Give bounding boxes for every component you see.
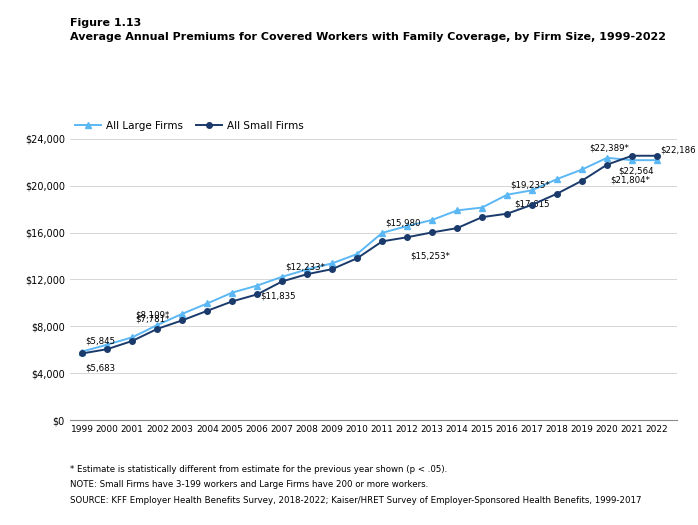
Text: $5,845: $5,845	[85, 337, 115, 346]
All Small Firms	[203, 308, 211, 314]
All Small Firms	[528, 202, 536, 208]
Text: $11,835: $11,835	[260, 292, 296, 301]
All Large Firms	[378, 230, 387, 236]
Legend: All Large Firms, All Small Firms: All Large Firms, All Small Firms	[75, 121, 304, 131]
Text: SOURCE: KFF Employer Health Benefits Survey, 2018-2022; Kaiser/HRET Survey of Em: SOURCE: KFF Employer Health Benefits Sur…	[70, 496, 641, 505]
All Small Firms	[503, 211, 512, 217]
Text: $22,564: $22,564	[618, 166, 654, 175]
All Large Firms	[153, 322, 161, 328]
All Large Firms	[628, 157, 637, 163]
All Small Firms	[353, 255, 362, 261]
All Small Firms	[253, 291, 262, 298]
All Large Firms	[203, 300, 211, 307]
Text: * Estimate is statistically different from estimate for the previous year shown : * Estimate is statistically different fr…	[70, 465, 447, 474]
Text: $12,233*: $12,233*	[285, 262, 325, 271]
All Small Firms	[228, 298, 237, 304]
All Small Firms	[178, 317, 186, 323]
All Large Firms	[428, 217, 436, 223]
All Large Firms	[453, 207, 461, 214]
All Small Firms	[103, 346, 112, 352]
All Small Firms	[328, 266, 336, 272]
Text: $19,235*: $19,235*	[510, 180, 549, 189]
All Small Firms	[478, 214, 487, 220]
Text: NOTE: Small Firms have 3-199 workers and Large Firms have 200 or more workers.: NOTE: Small Firms have 3-199 workers and…	[70, 480, 428, 489]
All Large Firms	[478, 204, 487, 211]
All Large Firms	[403, 223, 411, 229]
Text: $22,389*: $22,389*	[590, 143, 630, 152]
All Small Firms	[603, 162, 611, 168]
All Large Firms	[278, 274, 286, 280]
Text: $5,683: $5,683	[85, 364, 115, 373]
Text: $22,186: $22,186	[660, 145, 695, 154]
All Large Firms	[653, 157, 661, 163]
All Large Firms	[328, 260, 336, 267]
All Large Firms	[253, 282, 262, 289]
All Small Firms	[78, 350, 87, 356]
All Large Firms	[528, 187, 536, 193]
All Large Firms	[178, 311, 186, 317]
All Small Firms	[428, 229, 436, 236]
All Large Firms	[553, 176, 561, 182]
All Small Firms	[453, 225, 461, 232]
All Large Firms	[228, 289, 237, 296]
All Small Firms	[153, 326, 161, 332]
Text: $17,615: $17,615	[514, 199, 550, 208]
All Large Firms	[578, 166, 586, 173]
Text: Figure 1.13: Figure 1.13	[70, 18, 141, 28]
All Large Firms	[353, 251, 362, 257]
Text: $15,253*: $15,253*	[410, 252, 450, 261]
Line: All Small Firms: All Small Firms	[80, 153, 660, 356]
Text: $8,109*: $8,109*	[135, 310, 170, 320]
All Small Firms	[278, 278, 286, 285]
All Small Firms	[303, 271, 311, 277]
All Large Firms	[103, 341, 112, 348]
All Small Firms	[378, 238, 387, 245]
All Small Firms	[628, 153, 637, 159]
Text: $15,980: $15,980	[385, 218, 420, 227]
All Small Firms	[128, 338, 137, 344]
All Small Firms	[578, 177, 586, 184]
Text: Average Annual Premiums for Covered Workers with Family Coverage, by Firm Size, : Average Annual Premiums for Covered Work…	[70, 32, 666, 41]
All Large Firms	[603, 155, 611, 161]
All Large Firms	[78, 349, 87, 355]
All Small Firms	[553, 191, 561, 197]
All Small Firms	[653, 153, 661, 159]
Text: $21,804*: $21,804*	[610, 175, 650, 184]
Text: $7,781*: $7,781*	[135, 314, 170, 323]
All Small Firms	[403, 234, 411, 240]
All Large Firms	[503, 192, 512, 198]
All Large Firms	[128, 334, 137, 340]
Line: All Large Firms: All Large Firms	[79, 154, 660, 355]
All Large Firms	[303, 266, 311, 272]
